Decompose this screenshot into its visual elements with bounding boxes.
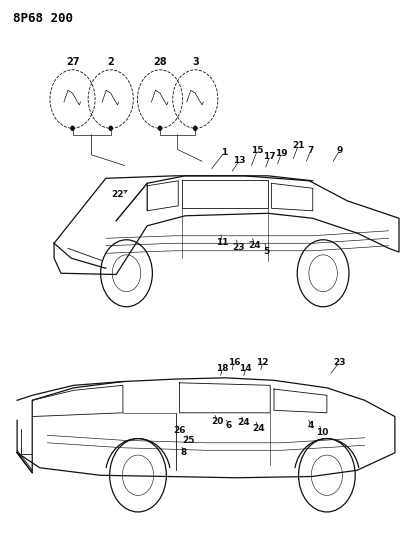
Text: 1: 1 [221, 148, 227, 157]
Text: 24: 24 [248, 241, 261, 250]
Text: 4: 4 [307, 422, 314, 431]
Text: 27: 27 [66, 56, 79, 67]
Text: 11: 11 [216, 238, 229, 247]
Text: 20: 20 [211, 417, 223, 426]
Text: 12: 12 [256, 358, 269, 367]
Text: 16: 16 [228, 358, 240, 367]
Circle shape [194, 126, 197, 131]
Text: 22: 22 [112, 190, 124, 199]
Text: 26: 26 [173, 426, 185, 435]
Text: 25: 25 [182, 437, 194, 446]
Text: 24: 24 [237, 418, 250, 427]
Text: 17: 17 [263, 152, 276, 161]
Circle shape [71, 126, 74, 131]
Circle shape [159, 126, 162, 131]
Circle shape [109, 126, 112, 131]
Text: 15: 15 [251, 146, 264, 155]
Text: 10: 10 [316, 428, 328, 437]
Text: 2: 2 [108, 56, 114, 67]
Text: 18: 18 [216, 364, 229, 373]
Text: 21: 21 [292, 141, 304, 150]
Text: 28: 28 [153, 56, 167, 67]
Text: 23: 23 [232, 244, 244, 253]
Text: 8P68 200: 8P68 200 [13, 12, 73, 26]
Text: 3: 3 [192, 56, 199, 67]
Text: 6: 6 [225, 422, 232, 431]
Text: 9: 9 [336, 146, 343, 155]
Text: 7: 7 [307, 146, 314, 155]
Text: 14: 14 [239, 364, 252, 373]
Text: 13: 13 [234, 156, 246, 165]
Text: 8: 8 [180, 448, 187, 457]
Text: 19: 19 [275, 149, 288, 158]
Text: 23: 23 [333, 358, 346, 367]
Text: 5: 5 [264, 247, 270, 256]
Text: 24: 24 [252, 424, 265, 433]
